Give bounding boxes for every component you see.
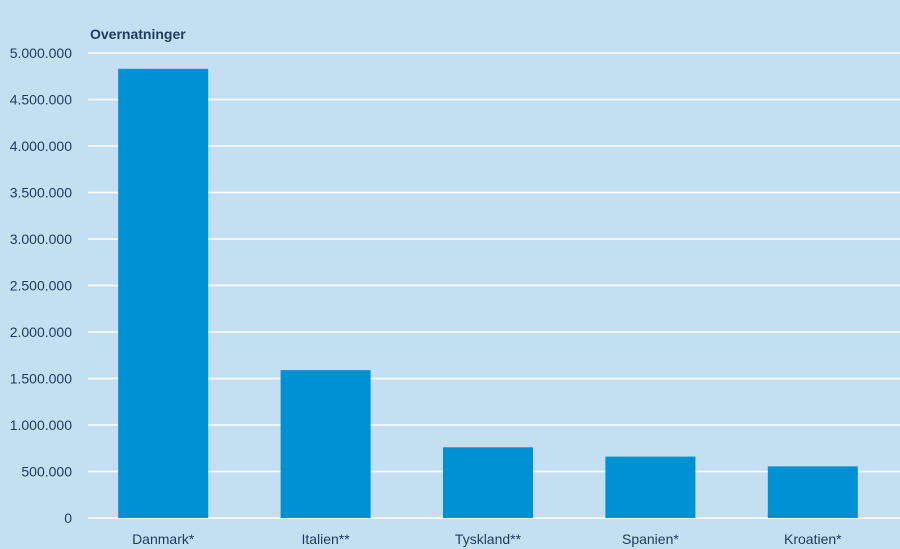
y-axis-title: Overnatninger bbox=[90, 26, 186, 42]
y-tick-label: 3.500.000 bbox=[10, 185, 72, 201]
y-tick-label: 4.000.000 bbox=[10, 138, 72, 154]
bar-italien bbox=[280, 370, 371, 518]
x-axis-ticks: Danmark* Italien** Tyskland** Spanien* Kroat… bbox=[132, 531, 842, 547]
y-tick-label: 3.000.000 bbox=[10, 231, 72, 247]
gridlines bbox=[88, 52, 900, 519]
y-axis-ticks: 0 500.000 1.000.000 1.500.000 2.000.000 2.500… bbox=[10, 45, 73, 526]
y-tick-label: 0 bbox=[64, 510, 72, 526]
y-tick-label: 500.000 bbox=[21, 464, 72, 480]
y-tick-label: 5.000.000 bbox=[10, 45, 72, 61]
bar-kroatien bbox=[767, 466, 858, 518]
y-tick-label: 2.000.000 bbox=[10, 324, 72, 340]
bar-spanien bbox=[605, 456, 696, 518]
y-tick-label: 1.500.000 bbox=[10, 371, 72, 387]
x-tick-label: Italien** bbox=[301, 531, 350, 547]
x-tick-label: Spanien* bbox=[622, 531, 679, 547]
bar-danmark bbox=[118, 68, 209, 518]
x-tick-label: Tyskland** bbox=[455, 531, 522, 547]
x-tick-label: Kroatien* bbox=[784, 531, 842, 547]
bars bbox=[118, 68, 858, 518]
y-tick-label: 1.000.000 bbox=[10, 417, 72, 433]
y-tick-label: 2.500.000 bbox=[10, 278, 72, 294]
bar-tyskland bbox=[443, 447, 533, 518]
y-tick-label: 4.500.000 bbox=[10, 92, 72, 108]
x-tick-label: Danmark* bbox=[132, 531, 195, 547]
